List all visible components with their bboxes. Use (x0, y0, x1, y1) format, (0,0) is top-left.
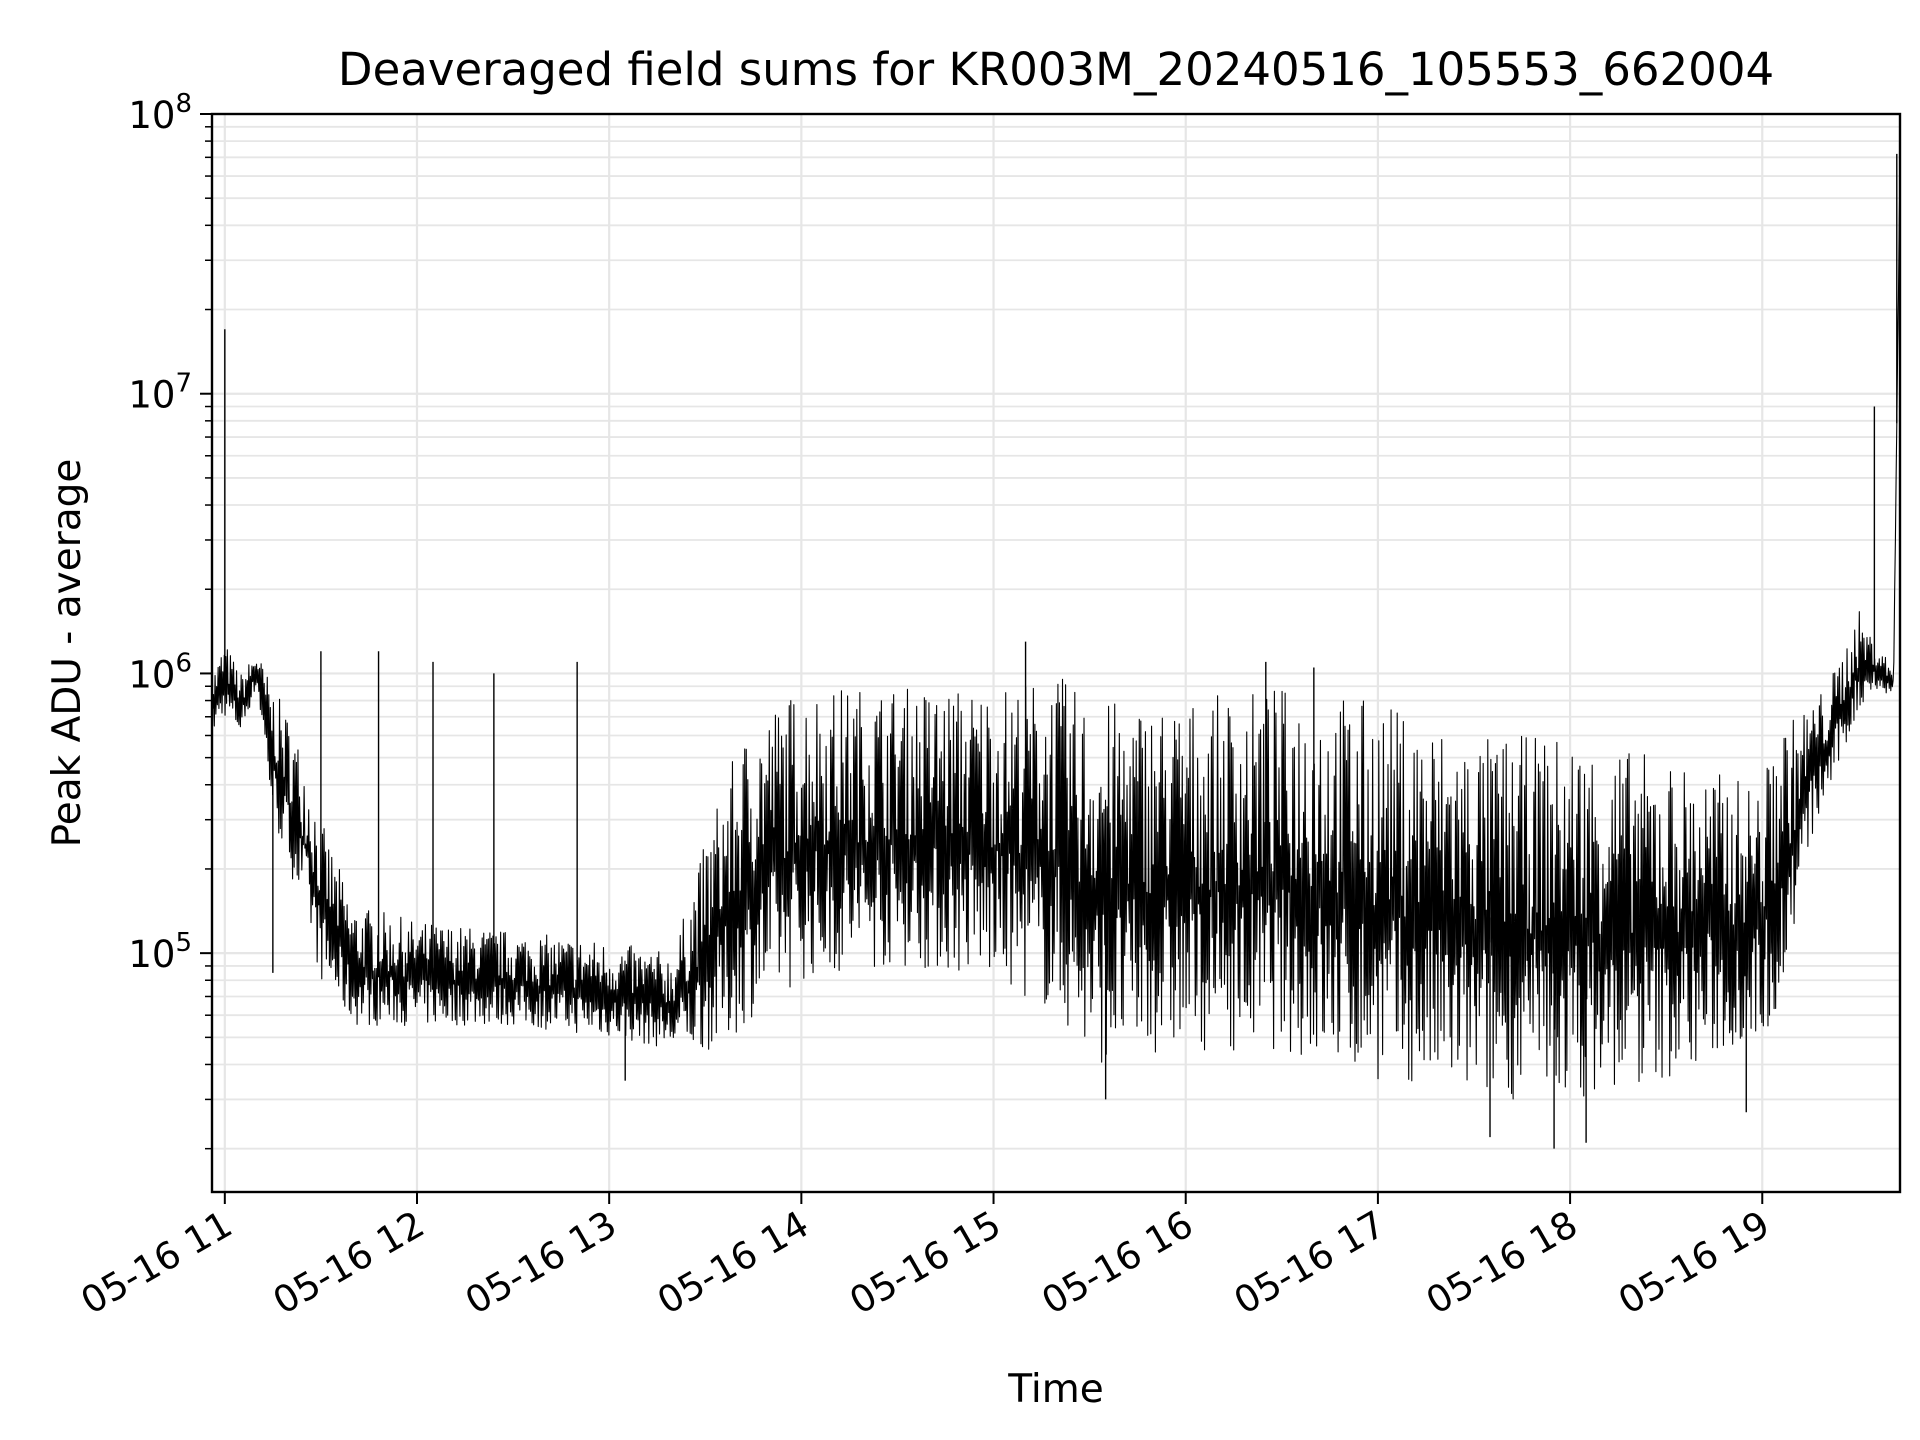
chart-title: Deaveraged field sums for KR003M_2024051… (338, 43, 1774, 96)
y-axis-label: Peak ADU - average (45, 459, 90, 848)
plot-frame (210, 112, 1902, 1194)
y-tick-label: 107 (128, 369, 192, 417)
y-tick-exponent: 5 (175, 928, 192, 958)
y-tick-label: 108 (128, 89, 192, 137)
y-tick-base: 10 (128, 94, 175, 137)
y-tick-label: 106 (128, 648, 192, 696)
x-axis-label: Time (1007, 1367, 1103, 1412)
y-tick-exponent: 7 (175, 369, 192, 399)
y-tick-base: 10 (128, 374, 175, 417)
plot-area (211, 153, 1901, 1149)
y-tick-base: 10 (128, 653, 175, 696)
y-tick-label: 105 (128, 928, 192, 976)
y-tick-exponent: 6 (175, 648, 192, 678)
y-tick-base: 10 (128, 933, 175, 976)
y-tick-exponent: 8 (175, 89, 192, 119)
